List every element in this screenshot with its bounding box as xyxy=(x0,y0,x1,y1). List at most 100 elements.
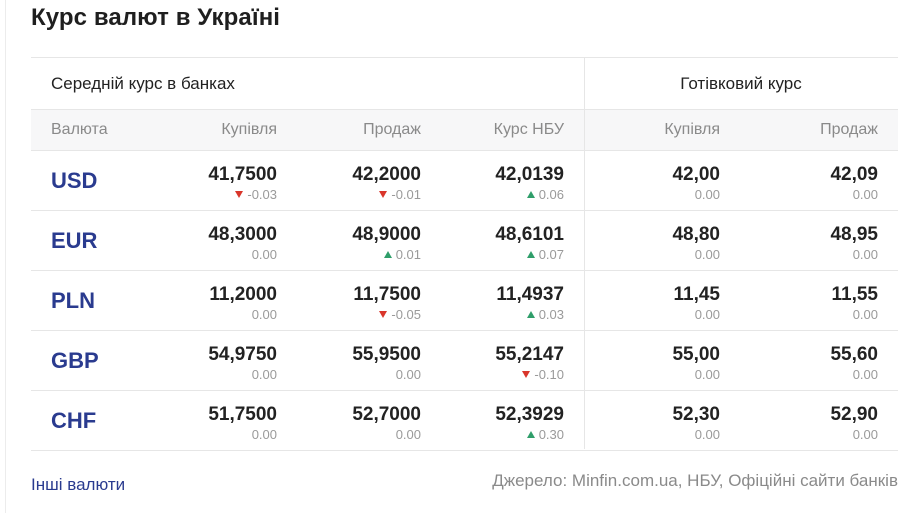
rate-value: 11,55 xyxy=(831,284,879,305)
rate-change: 0.07 xyxy=(495,247,564,263)
rate-cell-nbu: 55,2147 -0.10 xyxy=(495,344,564,383)
currency-code-link[interactable]: PLN xyxy=(51,288,95,313)
rate-change-value: 0.30 xyxy=(538,427,564,442)
rate-cell-buy: 54,9750 0.00 xyxy=(208,344,277,383)
page-title: Курс валют в Україні xyxy=(31,4,281,31)
currency-code-link[interactable]: CHF xyxy=(51,408,97,433)
rate-change: -0.05 xyxy=(353,307,421,323)
rate-value: 48,95 xyxy=(830,224,878,245)
rate-cell-cash-buy: 55,00 0.00 xyxy=(672,344,720,383)
rate-value: 42,09 xyxy=(830,164,878,185)
rate-change-value: 0.00 xyxy=(852,367,878,382)
group-header-banks: Середній курс в банках xyxy=(51,74,235,93)
rate-change-value: -0.05 xyxy=(391,307,421,322)
rate-change-value: 0.00 xyxy=(251,247,277,262)
table-row: CHF 51,7500 0.00 52,7000 0.00 52,3929 0.30 52,3… xyxy=(31,391,898,451)
rate-change-value: 0.00 xyxy=(852,187,878,202)
arrow-down-icon xyxy=(235,191,244,198)
arrow-up-icon xyxy=(526,431,535,438)
rate-value: 42,2000 xyxy=(352,164,421,185)
arrow-down-icon xyxy=(379,191,388,198)
rate-change-value: -0.10 xyxy=(534,367,564,382)
rate-change: 0.00 xyxy=(672,427,720,443)
rate-cell-buy: 11,2000 0.00 xyxy=(209,284,277,323)
rate-change: 0.06 xyxy=(495,187,564,203)
currency-code-link[interactable]: USD xyxy=(51,168,98,193)
rate-change: 0.00 xyxy=(352,427,421,443)
rate-change: 0.00 xyxy=(674,307,720,323)
other-currencies-link[interactable]: Інші валюти xyxy=(31,475,126,494)
rate-change-value: 0.00 xyxy=(852,307,878,322)
rate-value: 48,9000 xyxy=(352,224,421,245)
rate-value: 11,7500 xyxy=(353,284,421,305)
rate-cell-cash-sell: 55,60 0.00 xyxy=(830,344,878,383)
rate-change: 0.00 xyxy=(830,367,878,383)
rate-cell-nbu: 11,4937 0.03 xyxy=(496,284,564,323)
rate-cell-cash-sell: 48,95 0.00 xyxy=(830,224,878,263)
rate-change: 0.00 xyxy=(672,247,720,263)
rate-value: 48,3000 xyxy=(208,224,277,245)
rate-value: 48,6101 xyxy=(495,224,564,245)
currency-code-link[interactable]: EUR xyxy=(51,228,98,253)
rate-cell-nbu: 42,0139 0.06 xyxy=(495,164,564,203)
rate-value: 52,3929 xyxy=(495,404,564,425)
rate-change-value: 0.03 xyxy=(538,307,564,322)
group-header-cash: Готівковий курс xyxy=(680,74,802,93)
rate-change: 0.30 xyxy=(495,427,564,443)
table-body: USD 41,7500 -0.03 42,2000 -0.01 42,0139 0.06 42… xyxy=(31,151,898,451)
left-border xyxy=(5,0,6,513)
rate-value: 41,7500 xyxy=(208,164,277,185)
rate-change: -0.01 xyxy=(352,187,421,203)
rate-change-value: 0.01 xyxy=(395,247,421,262)
rate-value: 52,30 xyxy=(672,404,720,425)
rate-cell-sell: 11,7500 -0.05 xyxy=(353,284,421,323)
rate-change: 0.03 xyxy=(496,307,564,323)
column-group-divider xyxy=(584,57,585,449)
rate-cell-buy: 48,3000 0.00 xyxy=(208,224,277,263)
rate-change: 0.00 xyxy=(830,187,878,203)
rate-change-value: 0.00 xyxy=(852,247,878,262)
arrow-up-icon xyxy=(526,191,535,198)
rate-cell-cash-buy: 42,00 0.00 xyxy=(672,164,720,203)
rate-change-value: 0.00 xyxy=(395,367,421,382)
rate-value: 11,45 xyxy=(673,284,721,305)
rate-value: 11,4937 xyxy=(496,284,564,305)
rate-value: 54,9750 xyxy=(208,344,277,365)
arrow-up-icon xyxy=(526,311,535,318)
rate-value: 55,00 xyxy=(672,344,720,365)
rate-value: 51,7500 xyxy=(208,404,277,425)
rate-change-value: 0.07 xyxy=(538,247,564,262)
rate-change-value: 0.06 xyxy=(538,187,564,202)
table-row: PLN 11,2000 0.00 11,7500 -0.05 11,4937 0.03 11,… xyxy=(31,271,898,331)
rate-change: 0.00 xyxy=(830,427,878,443)
rate-change-value: 0.00 xyxy=(251,307,277,322)
rate-value: 48,80 xyxy=(672,224,720,245)
table-row: EUR 48,3000 0.00 48,9000 0.01 48,6101 0.07 48,8… xyxy=(31,211,898,271)
rate-value: 42,00 xyxy=(672,164,720,185)
exchange-rate-table: Середній курс в банках Готівковий курс В… xyxy=(31,57,898,451)
column-header-sell: Продаж xyxy=(363,121,421,138)
rate-change: 0.00 xyxy=(352,367,421,383)
rate-change-value: -0.03 xyxy=(247,187,277,202)
arrow-up-icon xyxy=(526,251,535,258)
rate-change: 0.00 xyxy=(832,307,878,323)
rate-change: 0.00 xyxy=(208,427,277,443)
currency-code-link[interactable]: GBP xyxy=(51,348,99,373)
rate-change-value: 0.00 xyxy=(694,187,720,202)
rate-cell-cash-buy: 48,80 0.00 xyxy=(672,224,720,263)
rate-change-value: 0.00 xyxy=(694,367,720,382)
table-row: USD 41,7500 -0.03 42,2000 -0.01 42,0139 0.06 42… xyxy=(31,151,898,211)
column-header-buy: Купівля xyxy=(221,121,277,138)
column-header-cash-sell: Продаж xyxy=(820,121,878,138)
rate-change: 0.00 xyxy=(208,367,277,383)
column-header-nbu: Курс НБУ xyxy=(493,121,564,138)
rate-cell-cash-sell: 42,09 0.00 xyxy=(830,164,878,203)
rate-change: -0.10 xyxy=(495,367,564,383)
rate-cell-sell: 42,2000 -0.01 xyxy=(352,164,421,203)
rate-value: 55,60 xyxy=(830,344,878,365)
rate-change-value: 0.00 xyxy=(694,307,720,322)
rate-cell-nbu: 48,6101 0.07 xyxy=(495,224,564,263)
rate-value: 55,2147 xyxy=(495,344,564,365)
rate-cell-sell: 55,9500 0.00 xyxy=(352,344,421,383)
column-header-currency: Валюта xyxy=(51,121,108,138)
